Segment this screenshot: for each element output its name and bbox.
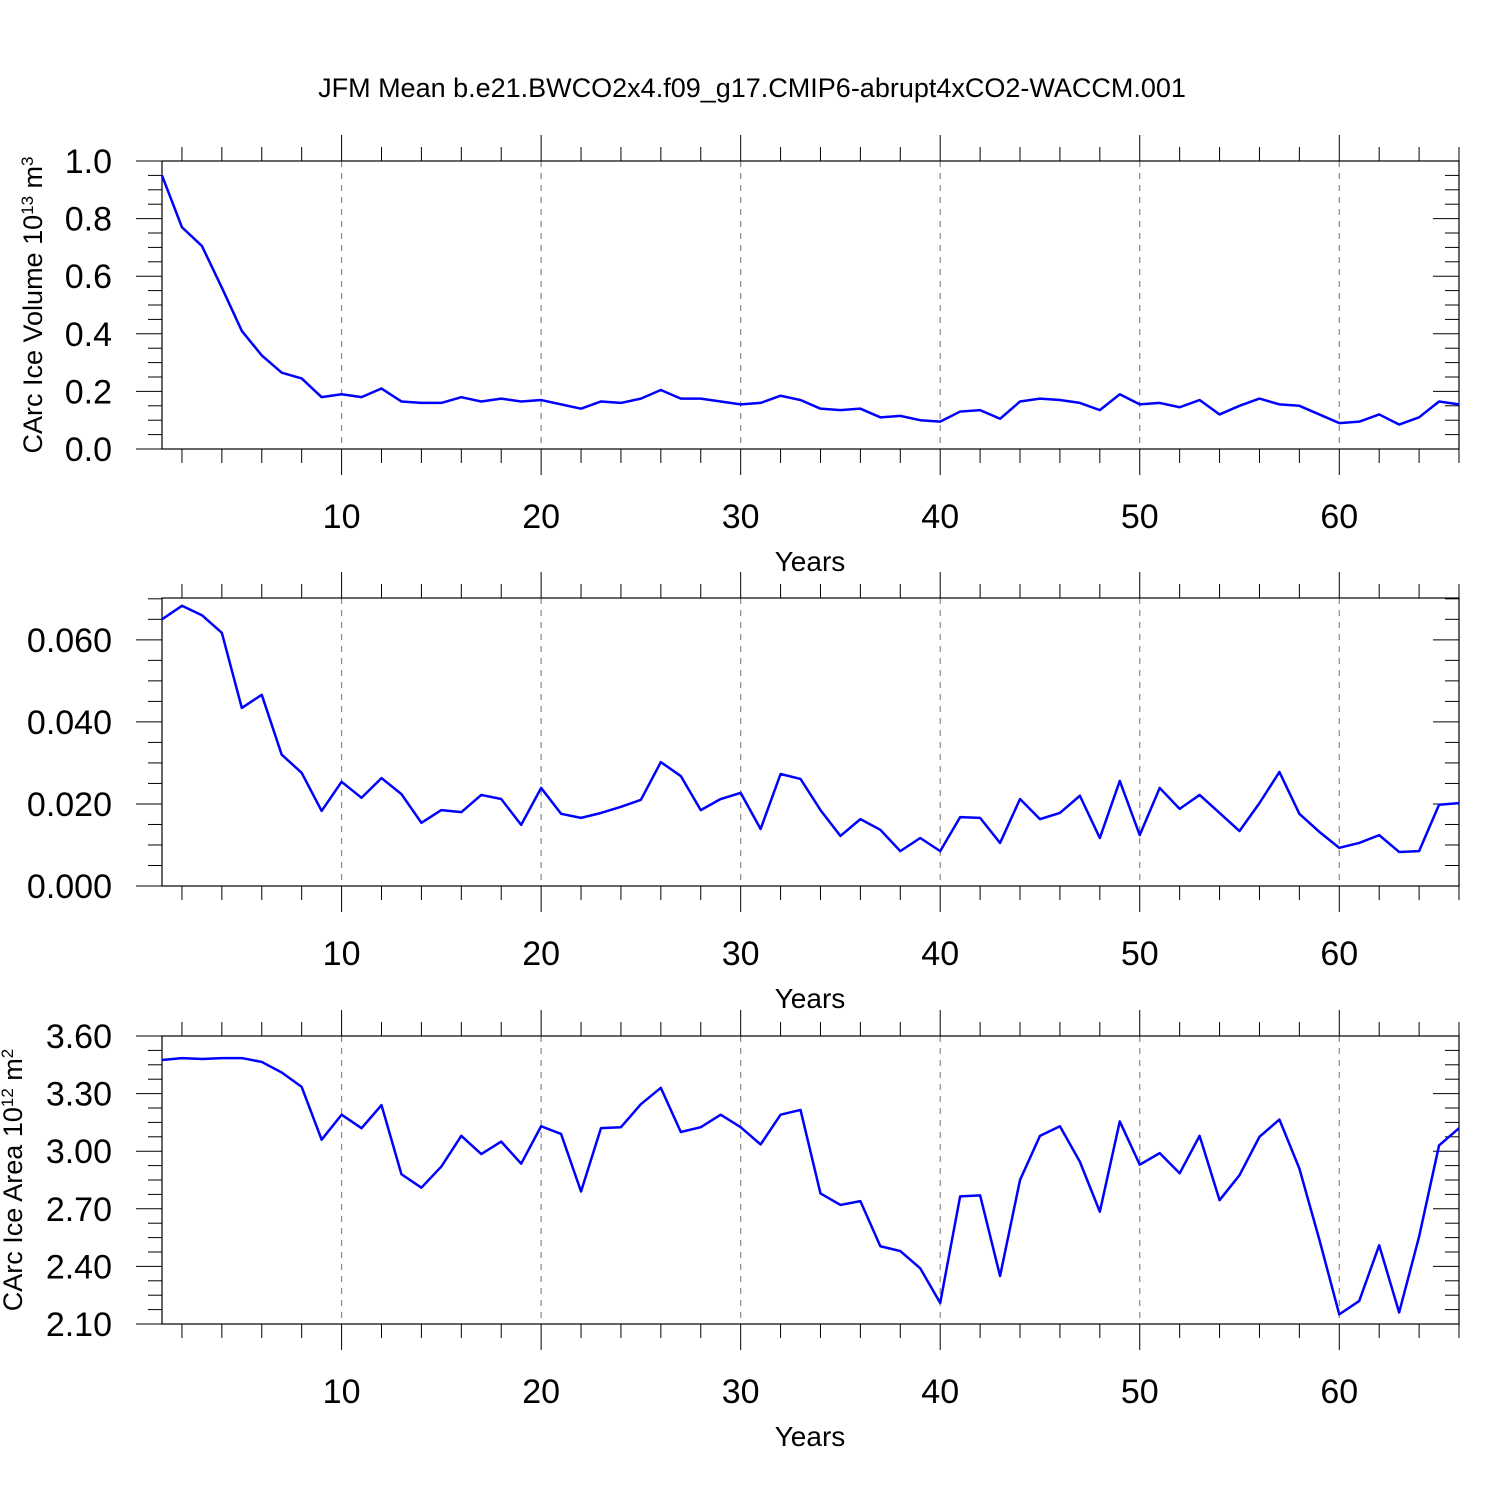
y-tick-label: 2.40 (46, 1248, 112, 1286)
x-tick-label: 40 (921, 498, 959, 536)
y-axis-label-text: CArc Ice Area 10 (0, 1107, 28, 1311)
y-axis-label-text: m (0, 587, 4, 617)
x-axis-label: Years (775, 983, 846, 1014)
y-tick-label: 0.8 (65, 201, 112, 239)
x-tick-label: 10 (323, 498, 361, 536)
x-tick-label: 30 (722, 1373, 760, 1411)
x-tick-label: 20 (522, 935, 560, 973)
x-tick-label: 30 (722, 498, 760, 536)
y-tick-label: 2.70 (46, 1191, 112, 1229)
y-axis-label-text: m (18, 166, 48, 196)
x-tick-label: 60 (1320, 1373, 1358, 1411)
plot-frame (161, 597, 1460, 887)
y-tick-label: 2.10 (46, 1306, 112, 1344)
x-tick-label: 40 (921, 1373, 959, 1411)
plot-frame (161, 160, 1460, 450)
series-line (160, 174, 1460, 426)
y-tick-label: 3.30 (46, 1076, 112, 1114)
series-line (161, 1056, 1460, 1316)
panel-3: 10 20 30 40 50 60 2.10 2.40 2.70 3.00 3.30 3.60 Year… (0, 1010, 1460, 1452)
y-axis-label-exponent: 3 (18, 156, 37, 165)
x-tick-label: 10 (323, 1373, 361, 1411)
y-tick-label: 1.0 (65, 143, 112, 181)
y-axis-label-text: CArc Ice Volume 10 (18, 215, 48, 454)
chart-title: JFM Mean b.e21.BWCO2x4.f09_g17.CMIP6-abr… (318, 73, 1186, 103)
x-axis-label: Years (775, 1421, 846, 1452)
x-tick-label: 60 (1320, 935, 1358, 973)
x-tick-label: 50 (1121, 1373, 1159, 1411)
y-axis-label-text: CArc Snow Volume 10 (0, 636, 4, 906)
panel-1: 10 20 30 40 50 60 0.0 0.2 0.4 0.6 0.8 1.0 Years CArc … (18, 135, 1460, 577)
y-axis-label: CArc Snow Volume 1013 m3 (0, 578, 4, 907)
x-tick-label: 60 (1320, 498, 1358, 536)
y-tick-label: 0.4 (65, 316, 112, 354)
y-tick-label: 0.020 (27, 786, 112, 824)
x-tick-label: 20 (522, 1373, 560, 1411)
x-tick-label: 50 (1121, 935, 1159, 973)
y-tick-label: 0.2 (65, 373, 112, 411)
y-axis-label-exponent: 2 (0, 1049, 17, 1058)
x-tick-label: 50 (1121, 498, 1159, 536)
y-tick-label: 0.6 (65, 258, 112, 296)
y-axis-label-text: m (0, 1058, 28, 1088)
x-tick-label: 40 (921, 935, 959, 973)
y-axis-label-exponent: 12 (0, 1088, 17, 1107)
y-tick-label: 0.0 (65, 431, 112, 469)
series-line (161, 604, 1460, 854)
y-axis-label-exponent: 13 (18, 196, 37, 215)
y-tick-label: 3.60 (46, 1018, 112, 1056)
y-tick-label: 0.000 (27, 868, 112, 906)
x-tick-label: 20 (522, 498, 560, 536)
y-axis-label: CArc Ice Area 1012 m2 (0, 1049, 28, 1312)
panel-2: 10 20 30 40 50 60 0.000 0.020 0.040 0.060 Years CAr… (0, 572, 1460, 1014)
y-tick-label: 0.060 (27, 622, 112, 660)
y-axis-label: CArc Ice Volume 1013 m3 (18, 156, 49, 453)
plot-frame (161, 1035, 1460, 1325)
y-tick-label: 3.00 (46, 1133, 112, 1171)
x-axis-label: Years (775, 546, 846, 577)
x-tick-label: 10 (323, 935, 361, 973)
x-tick-label: 30 (722, 935, 760, 973)
y-tick-label: 0.040 (27, 704, 112, 742)
